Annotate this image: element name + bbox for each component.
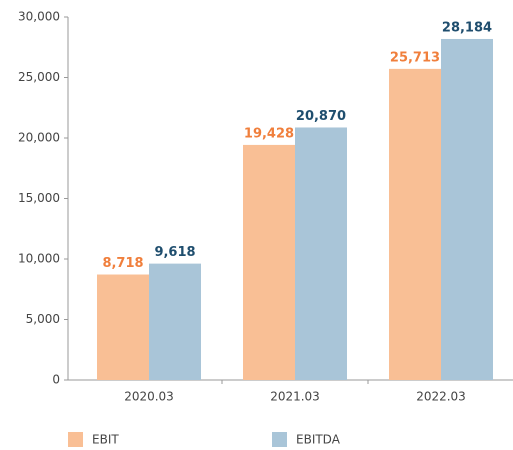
legend-label: EBIT <box>92 433 119 447</box>
bar <box>441 38 493 380</box>
bar <box>97 274 149 380</box>
y-tick-label: 0 <box>52 373 60 387</box>
legend-swatch <box>272 432 287 447</box>
value-label: 28,184 <box>442 20 492 35</box>
y-tick-label: 20,000 <box>18 131 60 145</box>
legend-swatch <box>68 432 83 447</box>
bar <box>295 127 347 381</box>
x-tick-label: 2020.03 <box>124 390 174 404</box>
value-label: 8,718 <box>102 256 143 271</box>
bar <box>149 263 201 380</box>
y-tick-label: 10,000 <box>18 252 60 266</box>
value-label: 25,713 <box>390 50 440 65</box>
bar <box>389 68 441 380</box>
value-label: 19,428 <box>244 126 294 141</box>
x-tick-label: 2021.03 <box>270 390 320 404</box>
y-tick-label: 15,000 <box>18 191 60 205</box>
value-label: 9,618 <box>154 245 195 260</box>
y-tick-label: 25,000 <box>18 70 60 84</box>
value-label: 20,870 <box>296 109 346 124</box>
legend-label: EBITDA <box>296 433 341 447</box>
y-tick-label: 30,000 <box>18 10 60 24</box>
bar <box>243 144 295 380</box>
x-tick-label: 2022.03 <box>416 390 466 404</box>
y-tick-label: 5,000 <box>26 312 60 326</box>
